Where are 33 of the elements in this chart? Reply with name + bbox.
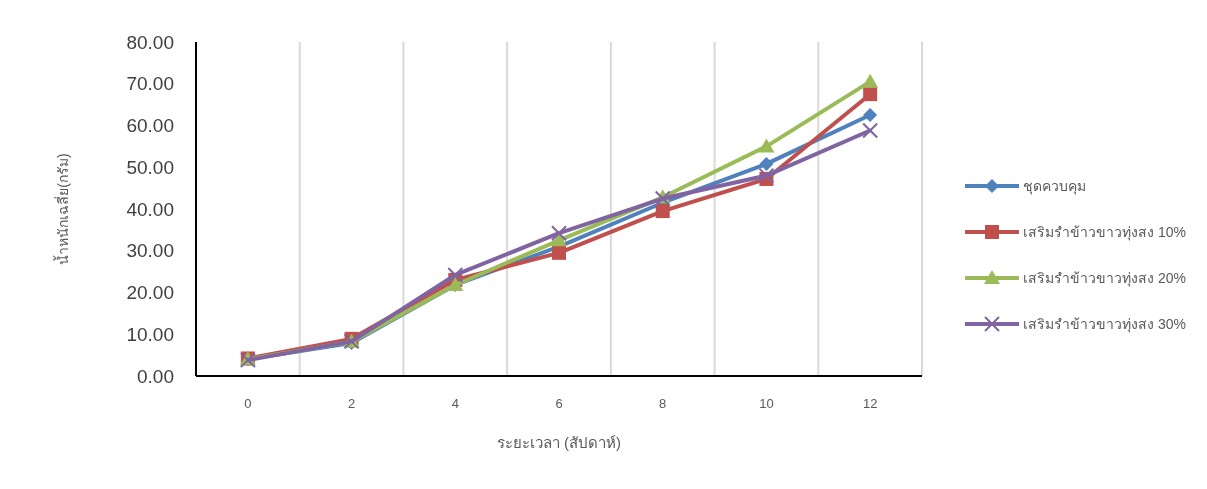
point [862,73,879,88]
point [862,122,879,139]
y-tick-label: 10.00 [126,323,174,345]
y-tick-label: 40.00 [126,198,174,220]
y-tick-label: 20.00 [126,282,174,304]
point [758,167,775,184]
point [863,108,878,123]
x-tick-label: 2 [347,396,356,411]
x-tick-label: 10 [759,396,774,411]
point [655,204,670,219]
point [758,138,775,153]
x-tick-label: 12 [862,396,878,411]
y-tick-label: 80.00 [126,31,174,53]
x-tick-label: 6 [555,396,563,411]
point [551,225,567,242]
legend-label: เสริมรำข้าวขาวทุ่งสง 20% [1023,269,1186,287]
y-tick-label: 60.00 [126,115,174,137]
y-tick-label: 50.00 [126,156,174,178]
y-tick-label: 70.00 [126,73,174,95]
point [863,87,878,102]
legend-label: ชุดควบคุม [1023,177,1086,195]
x-tick-label: 8 [659,396,667,411]
legend-label: เสริมรำข้าวขาวทุ่งสง 10% [1023,223,1186,241]
point [447,266,464,283]
y-axis-title: น้ำหนักเฉลี่ย(กรัม) [53,153,71,265]
x-tick-label: 4 [451,396,459,411]
x-tick-label: 0 [244,396,252,411]
point [759,156,774,171]
legend-label: เสริมรำข้าวขาวทุ่งสง 30% [1023,315,1186,333]
y-tick-label: 0.00 [137,365,174,387]
x-axis-title: ระยะเวลา (สัปดาห์) [496,434,622,451]
y-tick-label: 30.00 [126,240,174,262]
point [552,245,566,260]
